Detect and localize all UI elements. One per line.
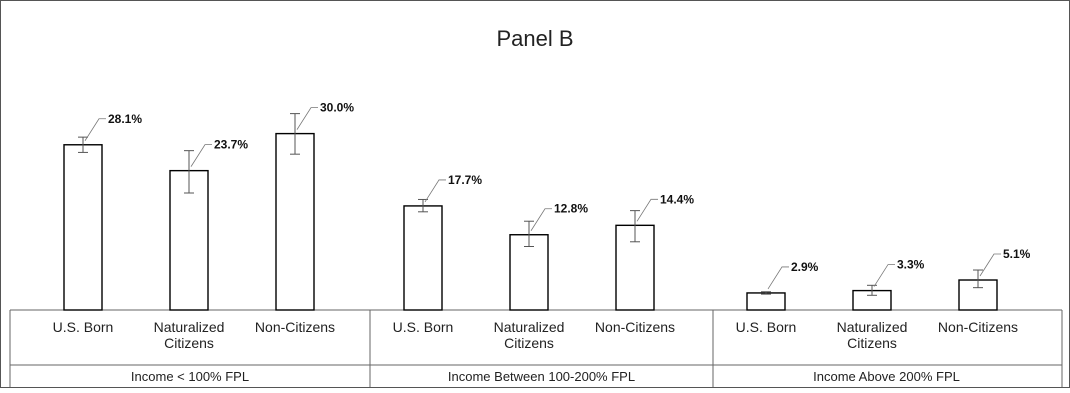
category-label: Citizens bbox=[504, 335, 554, 351]
category-label: U.S. Born bbox=[393, 319, 454, 335]
data-label-leader bbox=[424, 179, 446, 203]
data-label-leader bbox=[296, 107, 318, 130]
bar bbox=[746, 292, 786, 311]
category-label: Naturalized bbox=[154, 319, 225, 335]
category-label: Non-Citizens bbox=[595, 319, 675, 335]
data-label: 28.1% bbox=[108, 112, 142, 126]
data-label: 14.4% bbox=[660, 192, 694, 206]
data-label: 3.3% bbox=[897, 258, 925, 272]
group-label: Income Between 100-200% FPL bbox=[448, 369, 635, 384]
data-label: 5.1% bbox=[1003, 247, 1031, 261]
bar bbox=[169, 169, 209, 311]
data-label-leader bbox=[636, 198, 658, 222]
data-label: 23.7% bbox=[214, 138, 248, 152]
group-label: Income Above 200% FPL bbox=[813, 369, 960, 384]
category-label: U.S. Born bbox=[53, 319, 114, 335]
category-label: Citizens bbox=[164, 335, 214, 351]
data-label: 30.0% bbox=[320, 101, 354, 115]
data-label: 2.9% bbox=[791, 260, 819, 274]
chart-marks: 28.1%U.S. Born23.7%NaturalizedCitizens30… bbox=[9, 101, 1063, 387]
data-label-leader bbox=[979, 253, 1001, 277]
category-label: Citizens bbox=[847, 335, 897, 351]
category-label: U.S. Born bbox=[736, 319, 797, 335]
category-label: Naturalized bbox=[494, 319, 565, 335]
data-label: 12.8% bbox=[554, 202, 588, 216]
data-label-leader bbox=[190, 144, 212, 167]
bar bbox=[63, 144, 103, 311]
data-label-leader bbox=[530, 208, 552, 231]
data-label-leader bbox=[767, 266, 789, 290]
bar bbox=[403, 205, 443, 311]
category-label: Non-Citizens bbox=[255, 319, 335, 335]
data-label-leader bbox=[84, 118, 106, 141]
data-label-leader bbox=[873, 264, 895, 287]
bar bbox=[275, 132, 315, 311]
category-label: Naturalized bbox=[837, 319, 908, 335]
category-label: Non-Citizens bbox=[938, 319, 1018, 335]
group-label: Income < 100% FPL bbox=[131, 369, 249, 384]
data-label: 17.7% bbox=[448, 173, 482, 187]
chart-title: Panel B bbox=[496, 26, 573, 51]
